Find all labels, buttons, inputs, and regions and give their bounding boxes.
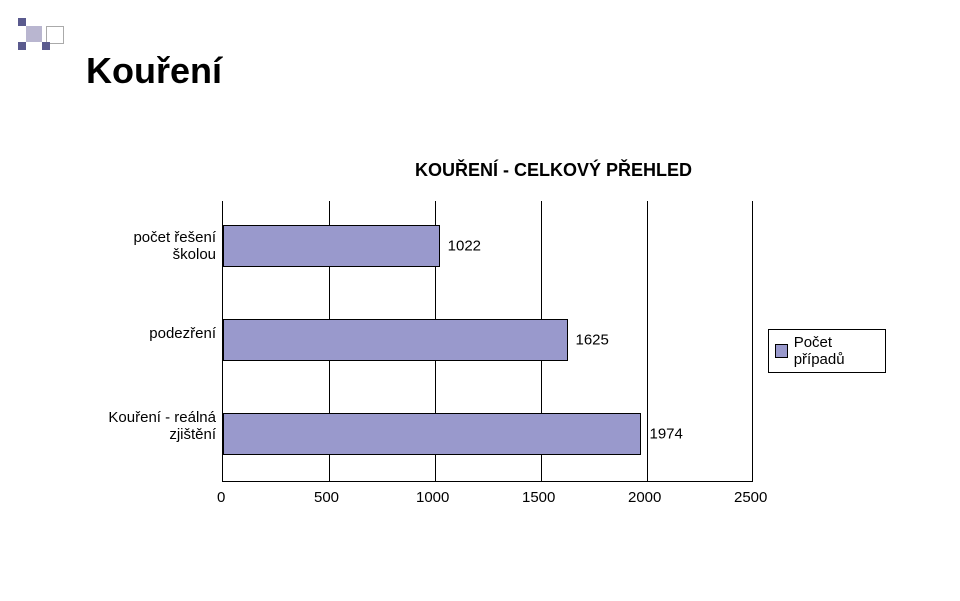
xtick-4: 2000 xyxy=(628,489,661,506)
legend-swatch xyxy=(775,344,788,358)
legend: Počet případů xyxy=(768,329,886,373)
xtick-0: 0 xyxy=(217,489,225,506)
gridline xyxy=(752,201,753,481)
y-label-0: počet řešení školou xyxy=(86,229,216,264)
bar-0: 1022 xyxy=(223,225,440,267)
chart-title: KOUŘENÍ - CELKOVÝ PŘEHLED xyxy=(221,160,886,181)
gridline xyxy=(647,201,648,481)
y-label-1: podezření xyxy=(86,325,216,342)
xtick-5: 2500 xyxy=(734,489,767,506)
legend-label: Počet případů xyxy=(794,334,877,368)
bar-value-0: 1022 xyxy=(448,238,481,255)
xtick-1: 500 xyxy=(314,489,339,506)
xtick-2: 1000 xyxy=(416,489,449,506)
bar-1: 1625 xyxy=(223,319,568,361)
page-title: Kouření xyxy=(86,50,222,92)
chart-container: KOUŘENÍ - CELKOVÝ PŘEHLED počet řešení š… xyxy=(86,160,886,521)
bar-2: 1974 xyxy=(223,413,641,455)
y-label-2: Kouření - reálná zjištění xyxy=(86,409,216,444)
bar-value-1: 1625 xyxy=(576,332,609,349)
xtick-3: 1500 xyxy=(522,489,555,506)
plot-area: 1022 1625 1974 xyxy=(222,201,753,482)
bar-value-2: 1974 xyxy=(649,426,682,443)
